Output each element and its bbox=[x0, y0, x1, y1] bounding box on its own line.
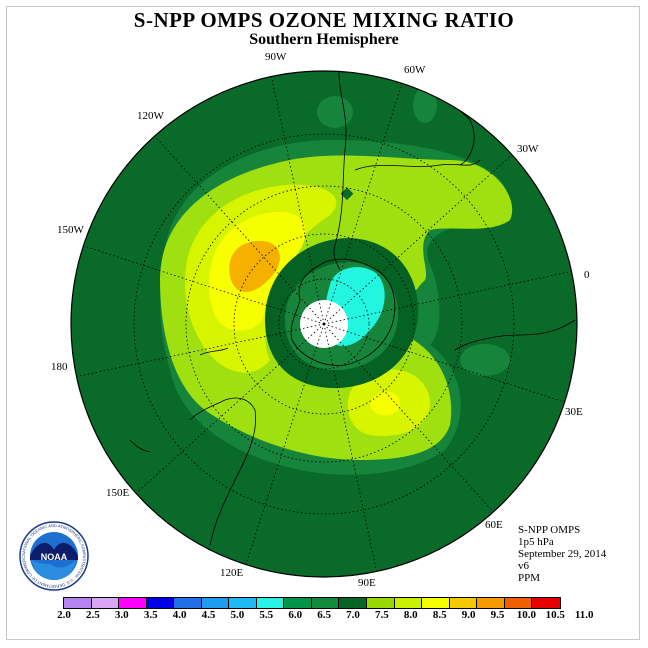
lon-label-90e: 90E bbox=[358, 577, 376, 589]
colorbar-tick-label: 10.5 bbox=[545, 609, 565, 621]
lon-label-150w: 150W bbox=[57, 224, 85, 236]
coast-australia bbox=[189, 397, 257, 546]
colorbar-swatch bbox=[367, 598, 395, 608]
colorbar-tick-label: 8.5 bbox=[432, 609, 447, 621]
colorbar-ticks: 2.0 2.5 3.0 3.5 4.0 4.5 5.0 5.5 6.0 6.5 7.0 7.5 8.0 8… bbox=[50, 609, 610, 623]
colorbar-tick-label: 2.5 bbox=[86, 609, 100, 621]
lat-circle-1 bbox=[278, 278, 370, 370]
colorbar-swatch bbox=[311, 598, 340, 608]
colorbar-swatch bbox=[422, 598, 450, 608]
latitude-circles bbox=[133, 133, 515, 515]
lon-label-60w: 60W bbox=[404, 64, 426, 76]
colorbar-tick-label: 3.5 bbox=[143, 609, 158, 621]
lon-label-60e: 60E bbox=[485, 519, 503, 531]
green-blob-northeast bbox=[413, 87, 437, 123]
info-level: 1p5 hPa bbox=[518, 536, 554, 548]
lat-circle-4 bbox=[133, 133, 515, 515]
colorbar-swatch bbox=[532, 598, 560, 608]
colorbar-tick-label: 7.0 bbox=[346, 609, 360, 621]
lon-label-30e: 30E bbox=[565, 406, 583, 418]
colorbar-tick-label: 7.5 bbox=[375, 609, 389, 621]
noaa-logo: NOAA NATIONAL OCEANIC AND ATMOSPHERIC AD… bbox=[18, 520, 89, 591]
colorbar-swatch bbox=[477, 598, 505, 608]
map-title: S-NPP OMPS OZONE MIXING RATIO bbox=[133, 8, 515, 32]
green-blob-north bbox=[317, 96, 353, 128]
colorbar-tick-label: 3.0 bbox=[114, 609, 129, 621]
colorbar-tick-label: 10.0 bbox=[516, 609, 537, 621]
colorbar-tick-label: 5.0 bbox=[230, 609, 245, 621]
lon-label-150e: 150E bbox=[106, 487, 130, 499]
colorbar-tick-label: 6.0 bbox=[288, 609, 303, 621]
lon-label-0: 0 bbox=[584, 269, 590, 281]
map-boundary bbox=[70, 70, 578, 578]
info-date: September 29, 2014 bbox=[518, 548, 607, 560]
colorbar-swatch bbox=[229, 598, 257, 608]
coast-islands bbox=[129, 439, 151, 453]
lon-label-120e: 120E bbox=[220, 567, 244, 579]
map-subtitle: Southern Hemisphere bbox=[249, 31, 399, 48]
colorbar-swatch bbox=[174, 598, 202, 608]
colorbar-tick-label: 11.0 bbox=[574, 609, 594, 621]
coast-south-america-tip bbox=[354, 159, 481, 171]
colorbar-swatch bbox=[119, 598, 147, 608]
colorbar-tick-label: 6.5 bbox=[317, 609, 331, 621]
colorbar-swatch bbox=[64, 598, 92, 608]
info-units: PPM bbox=[518, 572, 541, 584]
colorbar-swatch bbox=[201, 598, 230, 608]
colorbar bbox=[63, 597, 561, 609]
coast-south-america bbox=[333, 71, 347, 271]
colorbar-tick-label: 8.0 bbox=[403, 609, 418, 621]
dark-spot bbox=[340, 187, 354, 201]
coastlines bbox=[129, 71, 576, 546]
colorbar-swatch bbox=[394, 598, 423, 608]
colorbar-tick-label: 4.5 bbox=[201, 609, 216, 621]
green-blob-east bbox=[460, 344, 510, 376]
colorbar-swatch bbox=[449, 598, 478, 608]
colorbar-tick-label: 5.5 bbox=[259, 609, 274, 621]
info-instrument: S-NPP OMPS bbox=[518, 524, 581, 536]
lon-label-30w: 30W bbox=[517, 143, 539, 155]
ozone-field bbox=[71, 71, 577, 577]
colorbar-tick-label: 2.0 bbox=[57, 609, 71, 621]
coast-antarctica bbox=[290, 258, 396, 366]
info-version: v6 bbox=[518, 560, 529, 572]
colorbar-tick-label: 4.0 bbox=[172, 609, 187, 621]
colorbar-swatch bbox=[284, 598, 312, 608]
longitude-labels: 90W 60W 30W 0 30E 60E 90E 120E 150E 180 … bbox=[51, 51, 590, 589]
info-block: S-NPP OMPS 1p5 hPa September 29, 2014 v6… bbox=[518, 524, 606, 584]
colorbar-tick-label: 9.0 bbox=[461, 609, 476, 621]
lon-label-180: 180 bbox=[51, 361, 68, 373]
lat-circle-2 bbox=[233, 233, 415, 415]
lon-label-120w: 120W bbox=[137, 110, 165, 122]
colorbar-swatch bbox=[146, 598, 175, 608]
lat-circle-3 bbox=[185, 185, 463, 463]
colorbar-swatch bbox=[504, 598, 533, 608]
noaa-logo-text: NOAA bbox=[41, 552, 68, 562]
frame-border bbox=[6, 6, 640, 640]
colorbar-tick-label: 9.5 bbox=[490, 609, 505, 621]
colorbar-swatch bbox=[256, 598, 285, 608]
colorbar-swatch bbox=[339, 598, 368, 608]
ozone-yellow-east-core bbox=[370, 391, 401, 416]
colorbar-swatch bbox=[91, 598, 120, 608]
lon-label-90w: 90W bbox=[265, 51, 287, 63]
coast-africa bbox=[454, 319, 576, 351]
coast-new-zealand bbox=[199, 347, 229, 356]
